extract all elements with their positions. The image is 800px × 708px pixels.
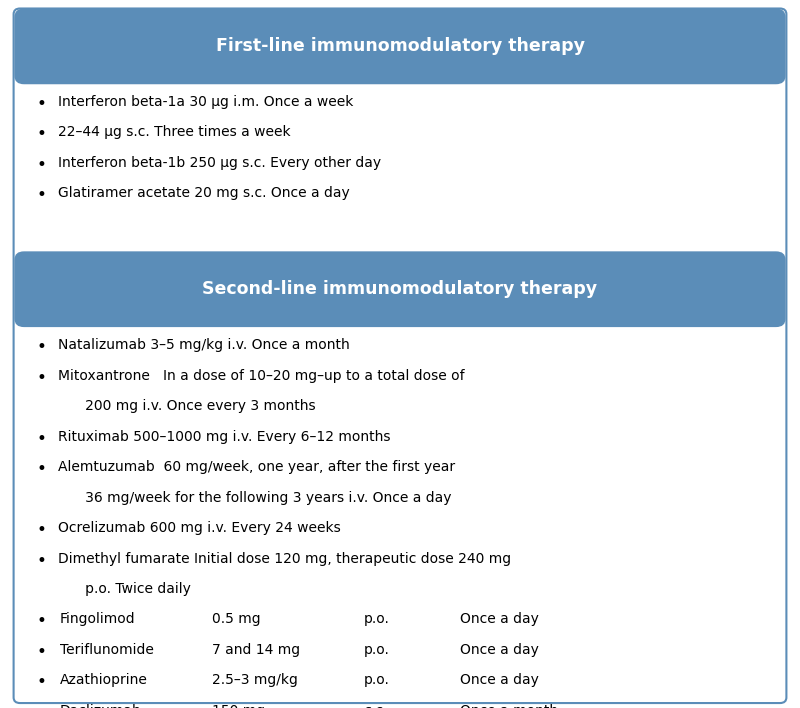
Text: s.c.: s.c. <box>364 704 387 708</box>
Text: Daclizumab: Daclizumab <box>60 704 142 708</box>
Text: Rituximab 500–1000 mg i.v. Every 6–12 months: Rituximab 500–1000 mg i.v. Every 6–12 mo… <box>58 430 390 444</box>
Text: Second-line immunomodulatory therapy: Second-line immunomodulatory therapy <box>202 280 598 298</box>
Text: •: • <box>37 704 46 708</box>
Text: 150 mg: 150 mg <box>212 704 265 708</box>
Text: Azathioprine: Azathioprine <box>60 673 148 687</box>
Text: •: • <box>37 369 46 387</box>
Text: •: • <box>37 673 46 691</box>
Text: •: • <box>37 612 46 630</box>
Text: Dimethyl fumarate Initial dose 120 mg, therapeutic dose 240 mg: Dimethyl fumarate Initial dose 120 mg, t… <box>58 552 510 566</box>
Text: Alemtuzumab  60 mg/week, one year, after the first year: Alemtuzumab 60 mg/week, one year, after … <box>58 460 454 474</box>
Text: Glatiramer acetate 20 mg s.c. Once a day: Glatiramer acetate 20 mg s.c. Once a day <box>58 186 350 200</box>
Text: First-line immunomodulatory therapy: First-line immunomodulatory therapy <box>215 38 585 55</box>
Text: •: • <box>37 521 46 539</box>
Text: •: • <box>37 552 46 569</box>
Text: p.o.: p.o. <box>364 673 390 687</box>
FancyBboxPatch shape <box>14 8 786 84</box>
Text: •: • <box>37 460 46 478</box>
Text: •: • <box>37 430 46 447</box>
Text: Natalizumab 3–5 mg/kg i.v. Once a month: Natalizumab 3–5 mg/kg i.v. Once a month <box>58 338 350 353</box>
Text: Once a day: Once a day <box>460 612 539 627</box>
Text: •: • <box>37 338 46 356</box>
Text: Ocrelizumab 600 mg i.v. Every 24 weeks: Ocrelizumab 600 mg i.v. Every 24 weeks <box>58 521 340 535</box>
Text: 7 and 14 mg: 7 and 14 mg <box>212 643 300 657</box>
Text: •: • <box>37 186 46 204</box>
Text: Fingolimod: Fingolimod <box>60 612 136 627</box>
Text: Mitoxantrone   In a dose of 10–20 mg–up to a total dose of: Mitoxantrone In a dose of 10–20 mg–up to… <box>58 369 464 383</box>
Text: 200 mg i.v. Once every 3 months: 200 mg i.v. Once every 3 months <box>72 399 316 413</box>
Text: •: • <box>37 643 46 661</box>
Text: p.o.: p.o. <box>364 612 390 627</box>
Text: p.o. Twice daily: p.o. Twice daily <box>72 582 191 596</box>
Text: Interferon beta-1b 250 μg s.c. Every other day: Interferon beta-1b 250 μg s.c. Every oth… <box>58 156 381 170</box>
Text: 2.5–3 mg/kg: 2.5–3 mg/kg <box>212 673 298 687</box>
FancyBboxPatch shape <box>14 8 786 703</box>
Text: •: • <box>37 156 46 173</box>
Text: Interferon beta-1a 30 μg i.m. Once a week: Interferon beta-1a 30 μg i.m. Once a wee… <box>58 95 353 109</box>
Text: Teriflunomide: Teriflunomide <box>60 643 154 657</box>
Text: Once a day: Once a day <box>460 673 539 687</box>
FancyBboxPatch shape <box>14 251 786 327</box>
Text: •: • <box>37 125 46 143</box>
Text: 0.5 mg: 0.5 mg <box>212 612 261 627</box>
Text: 36 mg/week for the following 3 years i.v. Once a day: 36 mg/week for the following 3 years i.v… <box>72 491 451 505</box>
Text: 22–44 μg s.c. Three times a week: 22–44 μg s.c. Three times a week <box>58 125 290 139</box>
Text: Once a day: Once a day <box>460 643 539 657</box>
Text: p.o.: p.o. <box>364 643 390 657</box>
Text: Once a month: Once a month <box>460 704 558 708</box>
Text: •: • <box>37 95 46 113</box>
